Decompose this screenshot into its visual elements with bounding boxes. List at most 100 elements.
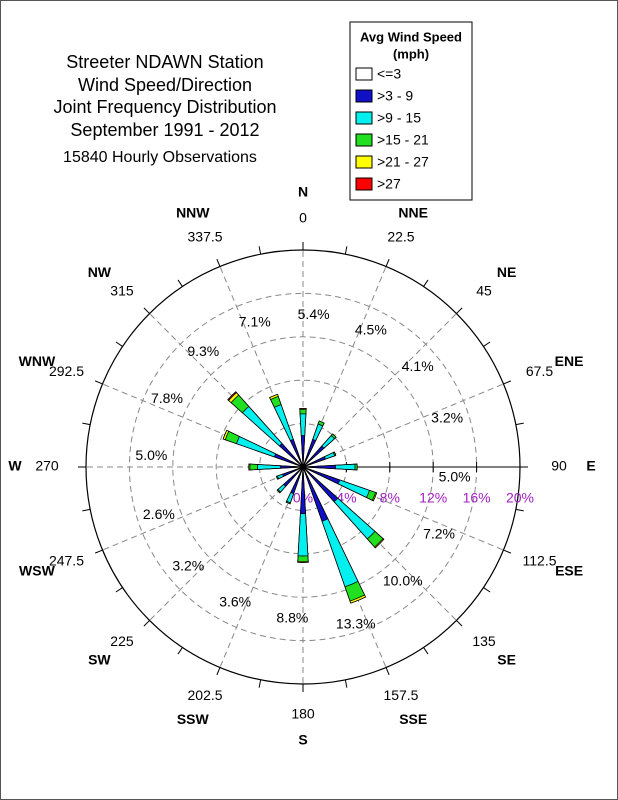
ring-tick	[385, 667, 390, 676]
direction-label: SSW	[177, 711, 210, 727]
bar-outline	[302, 463, 358, 471]
ring-tick	[143, 620, 150, 627]
total-label: 7.8%	[151, 390, 183, 406]
legend-label: >9 - 15	[377, 110, 421, 126]
total-label: 5.0%	[135, 447, 167, 463]
bar-segment	[297, 555, 309, 562]
legend-label: >15 - 21	[377, 132, 429, 148]
bar-outline	[276, 466, 304, 494]
chart-title: Joint Frequency Distribution	[53, 97, 276, 117]
legend-swatch	[355, 155, 373, 169]
spoke	[102, 383, 304, 468]
total-label: 2.6%	[143, 506, 175, 522]
legend-label: <=3	[377, 66, 401, 82]
spoke	[219, 466, 304, 668]
direction-label: NNE	[398, 205, 428, 221]
total-label: 3.6%	[219, 594, 251, 610]
degree-label: 135	[472, 633, 496, 649]
chart-title: Wind Speed/Direction	[78, 75, 252, 95]
total-label: 4.5%	[355, 322, 387, 338]
ring-tick	[258, 679, 262, 688]
ring-tick	[216, 667, 221, 676]
direction-label: WNW	[19, 353, 56, 369]
direction-label: E	[586, 458, 595, 474]
ring-tick	[115, 341, 123, 347]
spoke	[302, 266, 387, 468]
total-label: 7.2%	[423, 526, 455, 542]
r-tick-label: 12%	[419, 490, 447, 506]
bar-outline	[302, 433, 337, 468]
ring-tick	[177, 279, 183, 287]
legend-swatch	[355, 133, 373, 147]
total-label: 3.2%	[172, 557, 204, 573]
direction-label: N	[298, 184, 308, 200]
legend-label: >21 - 27	[377, 154, 429, 170]
ring-tick	[177, 647, 183, 655]
bar-segment	[299, 409, 307, 415]
spoke	[302, 466, 504, 551]
ring-tick	[483, 341, 491, 347]
bar-outline	[302, 466, 367, 604]
degree-label: 292.5	[49, 363, 84, 379]
direction-label: NW	[88, 264, 112, 280]
spoke	[149, 466, 304, 621]
ring-tick	[94, 380, 103, 385]
ring-tick	[385, 258, 390, 267]
direction-label: ESE	[555, 563, 583, 579]
degree-label: 45	[476, 282, 492, 298]
legend-title: Avg Wind Speed	[360, 29, 462, 44]
ring-tick	[456, 307, 463, 314]
spoke	[302, 466, 387, 668]
legend-swatch	[355, 111, 373, 125]
degree-label: 157.5	[383, 687, 418, 703]
degree-label: 315	[110, 282, 134, 298]
bar-outline	[302, 451, 337, 468]
spoke	[302, 466, 457, 621]
ring-tick	[94, 549, 103, 554]
degree-label: 90	[551, 458, 567, 474]
total-label: 5.4%	[298, 306, 330, 322]
ring-tick	[216, 258, 221, 267]
ring-tick	[82, 422, 91, 426]
degree-label: 337.5	[188, 229, 223, 245]
bar-outline	[285, 466, 304, 505]
bar-segment	[249, 463, 258, 471]
r-tick-label: 20%	[506, 490, 534, 506]
ring-tick	[456, 620, 463, 627]
total-label: 4.1%	[402, 358, 434, 374]
ring-tick	[483, 587, 491, 593]
bar-outline	[227, 391, 304, 468]
ring-tick	[344, 679, 348, 688]
r-tick-label: 8%	[380, 490, 400, 506]
ring-tick	[82, 508, 91, 512]
bar-outline	[222, 429, 304, 468]
total-label: 8.8%	[276, 609, 308, 625]
ring-tick	[423, 647, 429, 655]
direction-label: ENE	[555, 353, 584, 369]
spoke	[219, 266, 304, 468]
spoke	[102, 466, 304, 551]
bar-outline	[275, 466, 304, 480]
total-label: 13.3%	[336, 615, 376, 631]
legend-label: >3 - 9	[377, 88, 413, 104]
ring-tick	[515, 422, 524, 426]
degree-label: 0	[299, 210, 307, 226]
legend-box	[349, 21, 473, 201]
ring-tick	[423, 279, 429, 287]
degree-label: 202.5	[188, 687, 223, 703]
bar-outline	[248, 463, 304, 471]
bar-outline	[299, 408, 307, 468]
total-label: 10.0%	[383, 572, 423, 588]
ring-tick	[258, 246, 262, 255]
direction-label: W	[8, 458, 22, 474]
legend-swatch	[355, 67, 373, 81]
ring-tick	[143, 307, 150, 314]
ring-tick	[344, 246, 348, 255]
degree-label: 180	[291, 706, 315, 722]
chart-title: Streeter NDAWN Station	[66, 52, 263, 72]
ring-tick	[503, 549, 512, 554]
spoke	[149, 313, 304, 468]
ring-tick	[115, 587, 123, 593]
